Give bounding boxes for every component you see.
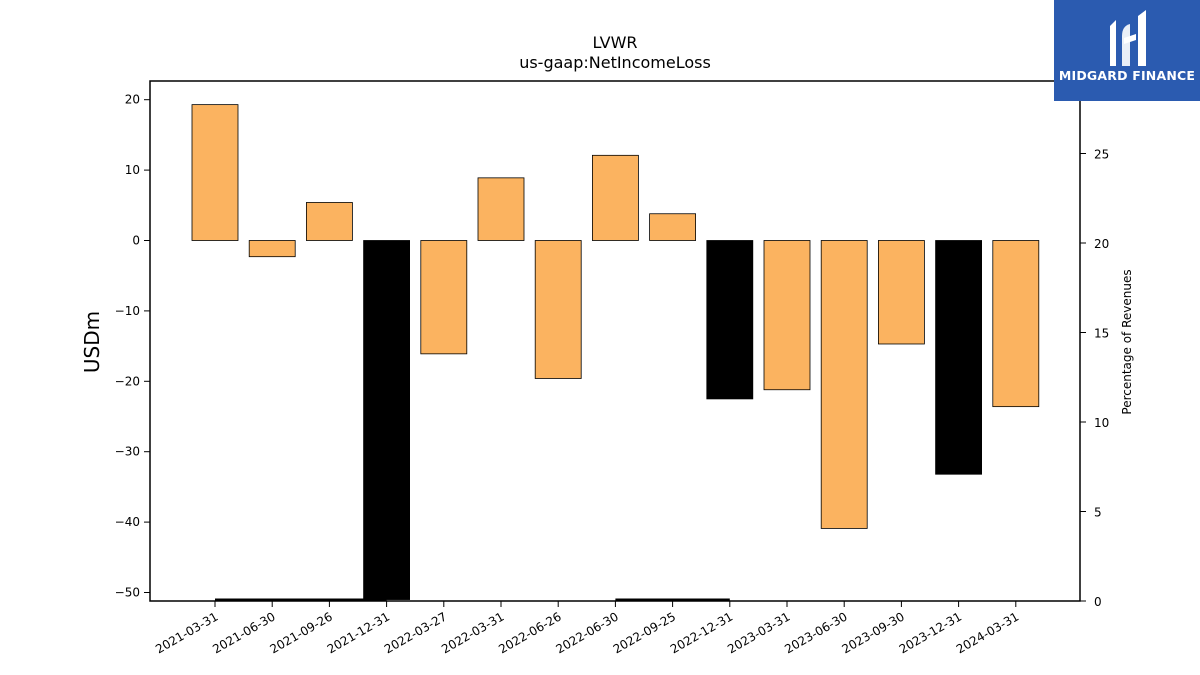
bar: [706, 240, 754, 400]
midgard-logo-icon: [1110, 10, 1146, 66]
bar: [592, 154, 639, 241]
bar: [820, 240, 868, 529]
x-tick-label: 2023-03-31: [725, 609, 792, 656]
brand-name: MIDGARD FINANCE: [1058, 68, 1196, 83]
y-tick-label: 0: [132, 234, 140, 248]
x-tick-label: 2023-09-30: [839, 609, 906, 656]
y2-tick-label: 20: [1094, 237, 1109, 251]
bar: [763, 240, 811, 391]
x-tick-label: 2023-12-31: [897, 609, 964, 656]
y-tick-label: 10: [125, 163, 140, 177]
x-tick-label: 2024-03-31: [954, 609, 1021, 656]
x-tick-label: 2022-03-27: [382, 609, 449, 656]
y-tick-label: 20: [125, 93, 140, 107]
y-tick-label: −40: [115, 515, 140, 529]
bar: [248, 240, 296, 258]
y2-tick-label: 0: [1094, 595, 1102, 609]
x-tick-label: 2022-09-25: [611, 609, 678, 656]
y2-tick-label: 15: [1094, 327, 1109, 341]
bar: [534, 240, 582, 379]
bar: [477, 177, 525, 241]
bar: [878, 240, 925, 345]
y-axis-label: USDm: [80, 311, 104, 373]
x-tick-label: 2023-06-30: [782, 609, 849, 656]
x-tick-label: 2021-12-31: [325, 609, 392, 656]
y2-axis-label: Percentage of Revenues: [1120, 269, 1134, 414]
y2-tick-label: 10: [1094, 416, 1109, 430]
y2-tick-label: 25: [1094, 148, 1109, 162]
x-tick-label: 2021-06-30: [210, 609, 277, 656]
x-tick-label: 2022-06-26: [496, 609, 563, 656]
bar: [992, 240, 1040, 408]
bar: [305, 202, 353, 241]
y-tick-label: −10: [115, 304, 140, 318]
chart-subtitle: us-gaap:NetIncomeLoss: [519, 53, 711, 72]
y-tick-label: −30: [115, 445, 140, 459]
x-tick-label: 2022-06-30: [553, 609, 620, 656]
chart-title: LVWR: [592, 33, 637, 52]
bar: [935, 240, 982, 475]
bar: [420, 240, 468, 355]
plot-frame: [149, 80, 1081, 602]
x-tick-label: 2021-03-31: [153, 609, 220, 656]
x-tick-label: 2022-12-31: [668, 609, 735, 656]
brand-logo: MIDGARD FINANCE: [1054, 0, 1200, 101]
y-tick-label: −20: [115, 374, 140, 388]
y-tick-label: −50: [115, 586, 140, 600]
bar: [191, 104, 239, 241]
x-tick-label: 2021-09-26: [267, 609, 334, 656]
y2-tick-label: 5: [1094, 506, 1102, 520]
x-tick-label: 2022-03-31: [439, 609, 506, 656]
bar: [649, 213, 696, 241]
bar: [363, 240, 411, 600]
